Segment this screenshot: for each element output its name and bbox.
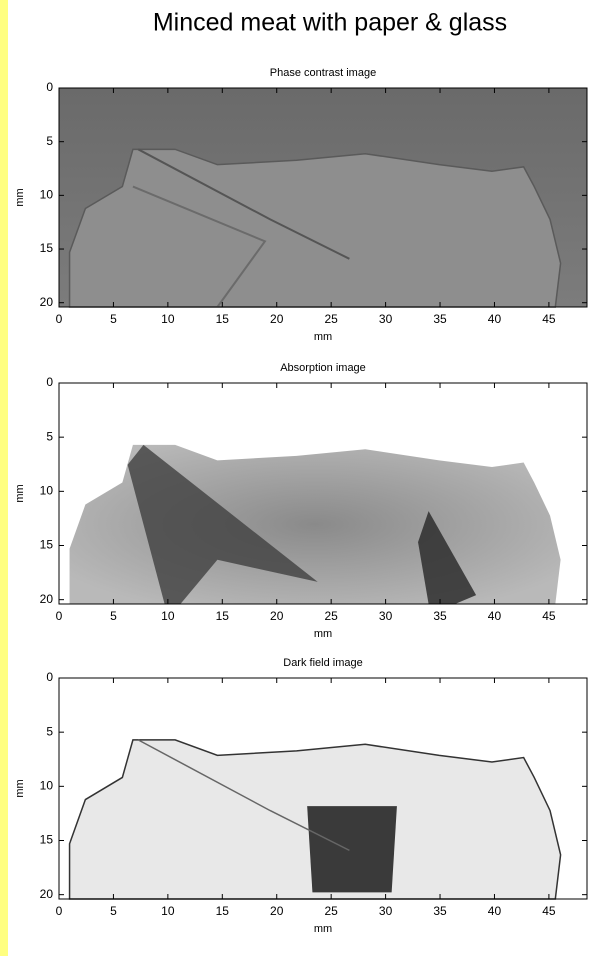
y-axis-label: mm	[14, 779, 26, 797]
y-tick-label: 10	[40, 188, 54, 202]
x-tick-label: 10	[161, 609, 175, 623]
x-axis-label: mm	[314, 331, 332, 343]
x-tick-label: 40	[488, 609, 502, 623]
x-tick-label: 35	[433, 609, 447, 623]
x-tick-label: 30	[379, 609, 393, 623]
x-tick-label: 0	[56, 609, 63, 623]
x-tick-label: 25	[324, 312, 338, 326]
x-tick-label: 15	[216, 609, 230, 623]
y-tick-label: 15	[40, 241, 54, 255]
x-tick-label: 40	[488, 312, 502, 326]
x-tick-label: 10	[161, 904, 175, 918]
x-tick-label: 25	[324, 609, 338, 623]
x-tick-label: 20	[270, 312, 284, 326]
y-tick-label: 10	[40, 779, 54, 793]
y-tick-label: 10	[40, 484, 54, 498]
y-tick-label: 20	[40, 295, 54, 309]
y-tick-label: 0	[46, 80, 53, 94]
y-tick-label: 15	[40, 833, 54, 847]
x-tick-label: 20	[270, 904, 284, 918]
y-axis-label: mm	[14, 188, 26, 206]
y-tick-label: 5	[46, 429, 53, 443]
y-tick-label: 5	[46, 134, 53, 148]
x-tick-label: 5	[110, 312, 117, 326]
x-axis-label: mm	[314, 923, 332, 935]
x-tick-label: 45	[542, 609, 556, 623]
x-tick-label: 35	[433, 904, 447, 918]
page: Minced meat with paper & glass Phase con…	[0, 0, 598, 961]
image-feature	[307, 806, 397, 892]
x-tick-label: 35	[433, 312, 447, 326]
axes-title: Phase contrast image	[270, 67, 376, 79]
x-tick-label: 45	[542, 312, 556, 326]
x-tick-label: 25	[324, 904, 338, 918]
x-tick-label: 20	[270, 609, 284, 623]
x-tick-label: 15	[216, 904, 230, 918]
y-axis-label: mm	[14, 484, 26, 502]
y-tick-label: 20	[40, 887, 54, 901]
y-tick-label: 5	[46, 724, 53, 738]
x-tick-label: 5	[110, 609, 117, 623]
x-tick-label: 30	[379, 312, 393, 326]
y-tick-label: 0	[46, 670, 53, 684]
axes-title: Absorption image	[280, 362, 366, 374]
axes-title: Dark field image	[283, 657, 362, 669]
x-tick-label: 15	[216, 312, 230, 326]
yellow-border	[0, 0, 8, 956]
x-axis-label: mm	[314, 628, 332, 640]
x-tick-label: 40	[488, 904, 502, 918]
x-tick-label: 0	[56, 312, 63, 326]
x-tick-label: 0	[56, 904, 63, 918]
x-tick-label: 5	[110, 904, 117, 918]
image-sample	[70, 149, 561, 307]
figure: Minced meat with paper & glass Phase con…	[0, 0, 598, 956]
x-tick-label: 45	[542, 904, 556, 918]
x-tick-label: 30	[379, 904, 393, 918]
x-tick-label: 10	[161, 312, 175, 326]
figure-title: Minced meat with paper & glass	[153, 9, 507, 37]
y-tick-label: 0	[46, 375, 53, 389]
y-tick-label: 15	[40, 538, 54, 552]
y-tick-label: 20	[40, 592, 54, 606]
